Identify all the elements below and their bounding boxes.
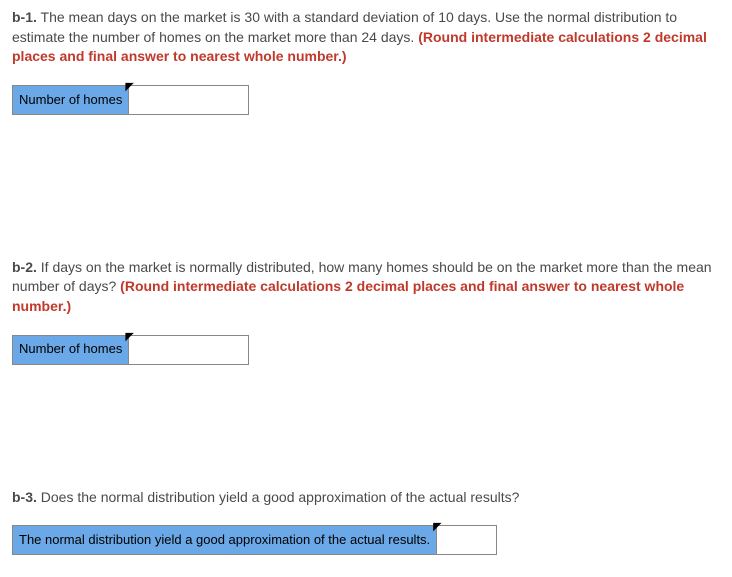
number-of-homes-input-b2[interactable] [135,339,242,361]
answer-table-b2: Number of homes ◤ [12,335,249,365]
answer-table-b3: The normal distribution yield a good app… [12,525,497,555]
answer-input-cell-b3: ◤ [437,526,497,555]
input-marker-icon: ◤ [125,80,133,95]
answer-input-cell-b1: ◤ [129,85,249,114]
input-marker-icon: ◤ [125,330,133,345]
input-marker-icon: ◤ [433,520,441,535]
answer-label-b1: Number of homes [13,85,129,114]
question-b3-text: b-3. Does the normal distribution yield … [12,488,720,508]
question-b2-label: b-2. [12,259,37,275]
spacer [12,383,720,488]
question-b3: b-3. Does the normal distribution yield … [12,488,720,556]
spacer [12,133,720,258]
number-of-homes-input-b1[interactable] [135,89,242,111]
question-b1: b-1. The mean days on the market is 30 w… [12,8,720,115]
question-b2: b-2. If days on the market is normally d… [12,258,720,365]
question-b1-text: b-1. The mean days on the market is 30 w… [12,8,720,67]
answer-input-cell-b2: ◤ [129,335,249,364]
answer-label-b2: Number of homes [13,335,129,364]
answer-label-b3: The normal distribution yield a good app… [13,526,437,555]
question-b3-body: Does the normal distribution yield a goo… [37,489,520,505]
question-b1-label: b-1. [12,9,37,25]
question-b2-text: b-2. If days on the market is normally d… [12,258,720,317]
approximation-input-b3[interactable] [443,529,490,551]
question-b3-label: b-3. [12,489,37,505]
answer-table-b1: Number of homes ◤ [12,85,249,115]
